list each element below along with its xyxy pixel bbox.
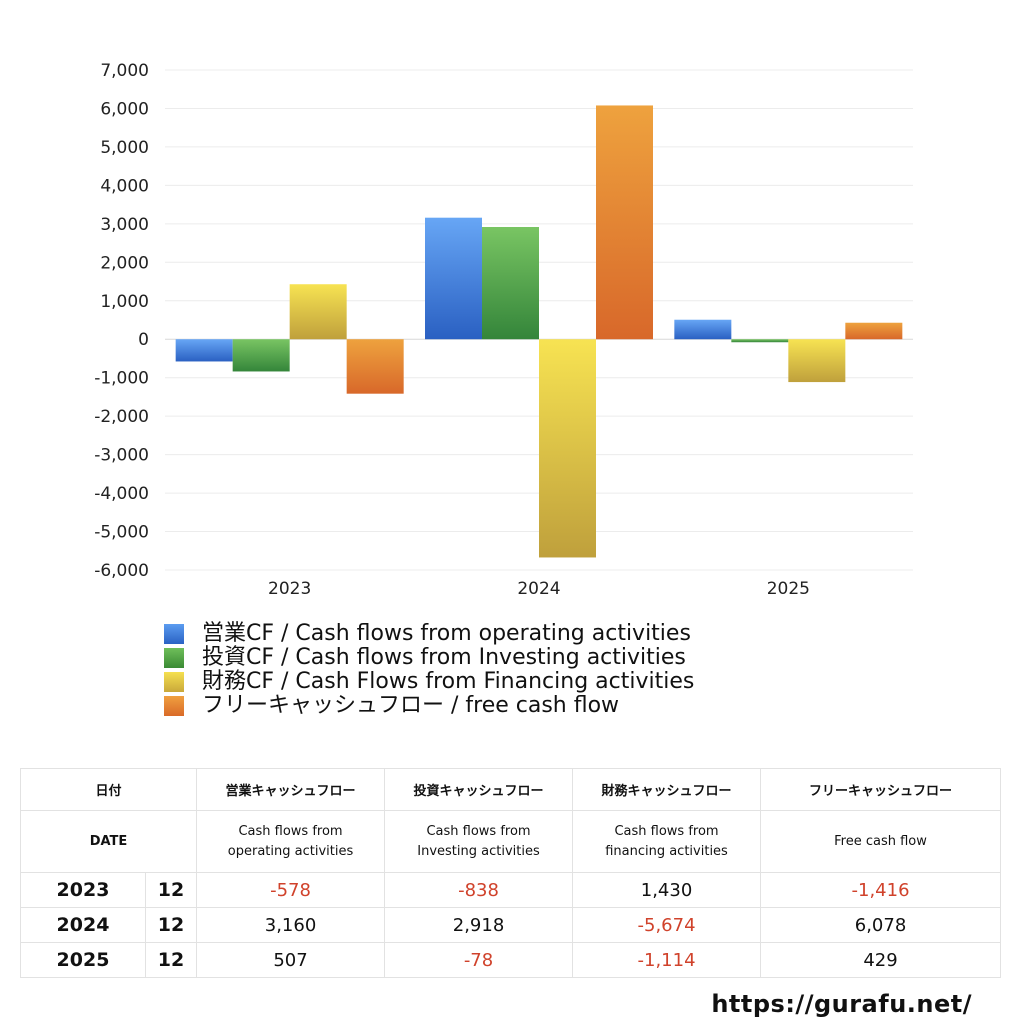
row-free: 6,078 — [760, 907, 1002, 943]
row-operating: 507 — [196, 942, 386, 978]
y-tick-label: 6,000 — [100, 99, 149, 119]
cash-flow-chart: 7,000 6,000 5,000 4,000 3,000 2,000 1,000 0 -1,0… — [94, 61, 913, 599]
y-tick-label: 2,000 — [100, 253, 149, 273]
table-header-en: DATE Cash flows from operating activitie… — [19, 810, 1002, 873]
legend-item-operating: 営業CF / Cash flows from operating activit… — [164, 622, 694, 646]
y-tick-label: 7,000 — [100, 61, 149, 81]
bar-2023-series-1 — [232, 339, 290, 372]
header-investing-jp: 投資キャッシュフロー — [384, 768, 574, 811]
header-free-en: Free cash flow — [760, 810, 1002, 873]
legend-swatch-investing — [164, 648, 184, 668]
legend-label-operating: 営業CF / Cash flows from operating activit… — [202, 621, 691, 646]
row-free: -1,416 — [760, 872, 1002, 908]
bar-2024-series-2 — [539, 339, 596, 558]
bar-2025-series-2 — [788, 339, 846, 383]
header-financing-jp: 財務キャッシュフロー — [572, 768, 762, 811]
header-free-en-label: Free cash flow — [834, 833, 927, 849]
row-financing: -5,674 — [572, 907, 762, 943]
header-operating-en-line2: operating activities — [227, 843, 354, 859]
header-financing-en: Cash flows from financing activities — [572, 810, 762, 873]
bar-2025-series-0 — [674, 319, 732, 340]
row-free: 429 — [760, 942, 1002, 978]
header-investing-en-line2: Investing activities — [417, 843, 540, 859]
header-investing-en-line1: Cash flows from — [426, 823, 531, 839]
y-tick-label: 5,000 — [100, 138, 149, 158]
bar-2023-series-0 — [175, 339, 233, 362]
header-operating-en: Cash flows from operating activities — [196, 810, 386, 873]
header-financing-en-line2: financing activities — [605, 843, 728, 859]
chart-svg: 7,000 6,000 5,000 4,000 3,000 2,000 1,000 0 -1,0… — [94, 61, 913, 599]
legend-item-investing: 投資CF / Cash flows from Investing activit… — [164, 646, 694, 670]
y-tick-label: -2,000 — [94, 407, 149, 427]
legend-swatch-free — [164, 696, 184, 716]
y-tick-label: 4,000 — [100, 176, 149, 196]
y-tick-label: -1,000 — [94, 369, 149, 389]
row-month: 12 — [144, 872, 198, 908]
row-year: 2025 — [20, 942, 146, 978]
x-tick-label: 2025 — [767, 579, 810, 599]
bar-2023-series-3 — [346, 339, 404, 394]
site-url[interactable]: https://gurafu.net/ — [711, 990, 972, 1018]
cash-flow-table: 日付 営業キャッシュフロー 投資キャッシュフロー 財務キャッシュフロー フリーキ… — [19, 768, 1002, 978]
legend-item-financing: 財務CF / Cash Flows from Financing activit… — [164, 670, 694, 694]
bar-2024-series-3 — [596, 105, 653, 340]
bar-2024-series-0 — [425, 217, 482, 340]
bar-2023-series-2 — [289, 284, 347, 340]
y-tick-label: -5,000 — [94, 523, 149, 543]
y-tick-label: -4,000 — [94, 484, 149, 504]
row-year: 2024 — [20, 907, 146, 943]
legend-swatch-operating — [164, 624, 184, 644]
y-tick-label: 1,000 — [100, 292, 149, 312]
header-operating-en-line1: Cash flows from — [238, 823, 343, 839]
y-tick-label: -3,000 — [94, 446, 149, 466]
row-month: 12 — [144, 907, 198, 943]
table-row: 2025 12 507 -78 -1,114 429 — [20, 942, 1002, 978]
row-operating: -578 — [196, 872, 386, 908]
y-tick-label: 3,000 — [100, 215, 149, 235]
table-header-jp: 日付 営業キャッシュフロー 投資キャッシュフロー 財務キャッシュフロー フリーキ… — [19, 768, 1002, 811]
legend-label-free: フリーキャッシュフロー / free cash flow — [202, 693, 620, 718]
legend-label-investing: 投資CF / Cash flows from Investing activit… — [202, 645, 686, 670]
row-financing: 1,430 — [572, 872, 762, 908]
row-operating: 3,160 — [196, 907, 386, 943]
bar-2024-series-1 — [482, 227, 539, 340]
row-investing: -838 — [384, 872, 574, 908]
row-investing: 2,918 — [384, 907, 574, 943]
header-investing-en: Cash flows from Investing activities — [384, 810, 574, 873]
row-investing: -78 — [384, 942, 574, 978]
x-tick-label: 2024 — [517, 579, 560, 599]
legend-label-financing: 財務CF / Cash Flows from Financing activit… — [202, 669, 695, 694]
header-financing-en-line1: Cash flows from — [614, 823, 719, 839]
table-row: 2024 12 3,160 2,918 -5,674 6,078 — [20, 907, 1002, 943]
header-free-jp: フリーキャッシュフロー — [760, 768, 1002, 811]
bar-2025-series-1 — [731, 339, 789, 343]
bar-2025-series-3 — [845, 322, 903, 340]
x-tick-label: 2023 — [268, 579, 311, 599]
header-date-en: DATE — [19, 810, 198, 873]
legend-swatch-financing — [164, 672, 184, 692]
y-tick-label: -6,000 — [94, 561, 149, 581]
header-operating-jp: 営業キャッシュフロー — [196, 768, 386, 811]
row-year: 2023 — [20, 872, 146, 908]
chart-legend: 営業CF / Cash flows from operating activit… — [164, 622, 694, 718]
header-date-jp: 日付 — [19, 768, 198, 811]
legend-item-free: フリーキャッシュフロー / free cash flow — [164, 694, 694, 718]
y-tick-label: 0 — [138, 330, 149, 350]
row-financing: -1,114 — [572, 942, 762, 978]
row-month: 12 — [144, 942, 198, 978]
table-row: 2023 12 -578 -838 1,430 -1,416 — [20, 872, 1002, 908]
